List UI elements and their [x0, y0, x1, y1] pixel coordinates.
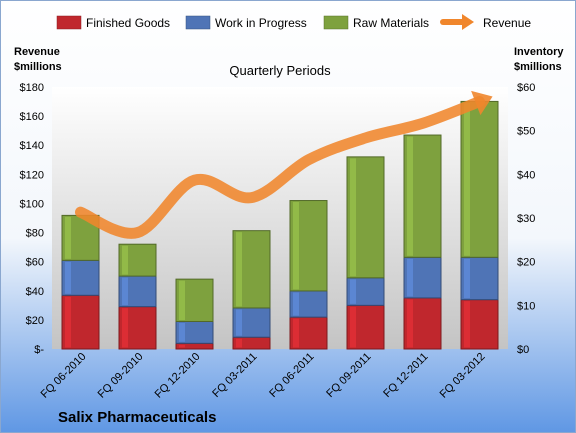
bar-highlight — [122, 277, 128, 306]
bar-highlight — [65, 261, 71, 294]
bar-highlight — [122, 245, 128, 275]
legend-swatch-work-in-progress — [185, 15, 211, 30]
left-tick-label: $120 — [20, 169, 44, 181]
right-axis-title-line2: $millions — [514, 61, 562, 73]
bar-work-in-progress — [460, 256, 499, 301]
legend-label-work-in-progress: Work in Progress — [215, 16, 307, 30]
legend-label-revenue: Revenue — [483, 16, 531, 30]
left-tick-label: $- — [34, 344, 44, 356]
legend: Finished Goods Work in Progress Raw Mate… — [56, 14, 531, 30]
bar-highlight — [236, 309, 242, 336]
bar-work-in-progress — [346, 277, 385, 306]
bar-highlight — [350, 158, 356, 277]
bar-highlight — [350, 306, 356, 348]
left-axis-title-line2: $millions — [14, 61, 62, 73]
bar-finished-goods — [118, 306, 157, 350]
bar-highlight — [179, 280, 185, 320]
left-axis-ticks: $- $20 $40 $60 $80 $100 $120 $140 $160 $180 — [20, 82, 45, 356]
right-tick-label: $40 — [517, 169, 535, 181]
left-tick-label: $180 — [20, 82, 44, 94]
bar-highlight — [179, 322, 185, 342]
bar-highlight — [65, 296, 71, 348]
bar-series — [61, 100, 499, 350]
bar-raw-materials — [346, 156, 385, 279]
left-tick-label: $80 — [26, 228, 44, 240]
bar-highlight — [464, 102, 470, 256]
bar-highlight — [407, 299, 413, 348]
revenue-line — [75, 96, 485, 239]
bar-work-in-progress — [289, 290, 328, 318]
right-tick-label: $60 — [517, 82, 535, 94]
bar-highlight — [464, 258, 470, 299]
bar-raw-materials — [118, 243, 157, 277]
bar-highlight — [350, 279, 356, 304]
right-tick-label: $50 — [517, 126, 535, 138]
bar-highlight — [236, 338, 242, 348]
plot-title: Quarterly Periods — [229, 63, 331, 78]
legend-swatch-finished-goods — [56, 15, 82, 30]
left-tick-label: $40 — [26, 286, 44, 298]
bar-highlight — [65, 216, 71, 259]
right-tick-label: $10 — [517, 300, 535, 312]
bar-highlight — [407, 258, 413, 297]
revenue-arrowhead — [471, 90, 493, 116]
left-tick-label: $140 — [20, 140, 44, 152]
left-tick-label: $20 — [26, 315, 44, 327]
legend-swatch-raw-materials — [323, 15, 349, 30]
bar-highlight — [293, 318, 299, 348]
bar-raw-materials — [175, 278, 214, 322]
revenue-line-series — [75, 90, 493, 239]
bar-highlight — [464, 301, 470, 348]
bar-finished-goods — [289, 316, 328, 350]
bar-highlight — [122, 308, 128, 348]
bar-highlight — [293, 292, 299, 316]
left-axis-title-line1: Revenue — [14, 46, 60, 58]
bar-highlight — [236, 232, 242, 307]
legend-swatch-revenue — [440, 14, 474, 30]
company-name: Salix Pharmaceuticals — [58, 409, 216, 426]
bar-highlight — [179, 344, 185, 348]
right-axis-title-line1: Inventory — [514, 46, 564, 58]
right-tick-label: $20 — [517, 257, 535, 269]
bar-finished-goods — [403, 297, 442, 350]
left-tick-label: $160 — [20, 111, 44, 123]
bar-highlight — [407, 136, 413, 256]
right-axis-ticks: $0 $10 $20 $30 $40 $50 $60 — [517, 82, 535, 356]
right-tick-label: $0 — [517, 344, 529, 356]
bar-highlight — [293, 202, 299, 290]
bar-finished-goods — [61, 294, 100, 350]
bar-raw-materials — [403, 134, 442, 258]
right-tick-label: $30 — [517, 213, 535, 225]
bar-raw-materials — [289, 200, 328, 292]
bar-raw-materials — [232, 230, 271, 309]
legend-label-raw-materials: Raw Materials — [353, 16, 429, 30]
bar-work-in-progress — [61, 259, 100, 296]
left-tick-label: $60 — [26, 257, 44, 269]
left-tick-label: $100 — [20, 198, 44, 210]
bar-work-in-progress — [232, 307, 271, 338]
legend-label-finished-goods: Finished Goods — [86, 16, 170, 30]
